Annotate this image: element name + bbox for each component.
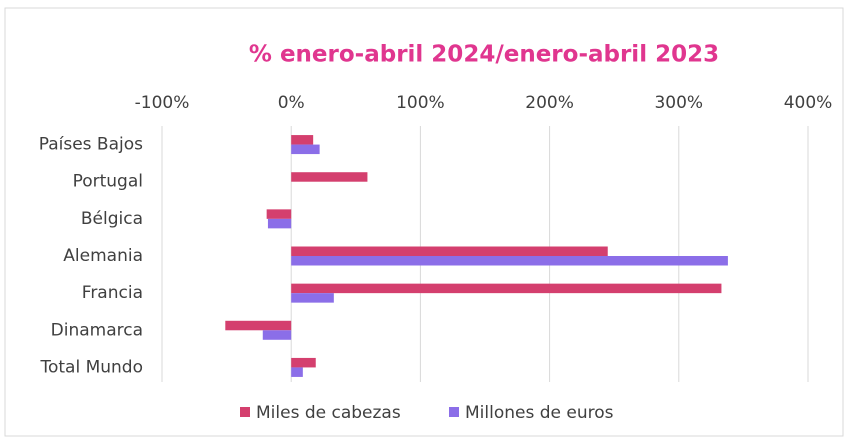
bar (291, 293, 334, 303)
y-tick-label: Alemania (63, 246, 143, 266)
y-tick-label: Portugal (73, 172, 143, 192)
legend-swatch (449, 407, 459, 417)
x-tick-label: 300% (654, 93, 703, 113)
bar (225, 320, 292, 331)
x-tick-label: -100% (135, 93, 190, 113)
x-tick-label: 100% (396, 93, 445, 113)
x-tick-label: 0% (278, 93, 305, 113)
legend-label: Millones de euros (465, 403, 614, 423)
bar (266, 209, 292, 219)
bar (262, 330, 292, 340)
y-tick-label: Total Mundo (39, 357, 143, 377)
y-tick-label: Bélgica (81, 209, 143, 229)
bar (291, 144, 320, 155)
y-tick-label: Países Bajos (39, 135, 143, 155)
x-tick-label: 400% (784, 93, 833, 113)
chart-title: % enero-abril 2024/enero-abril 2023 (249, 42, 719, 68)
chart-frame (4, 7, 844, 437)
bar (291, 357, 316, 368)
bar (291, 256, 728, 266)
x-tick-label: 200% (525, 93, 574, 113)
bar (291, 172, 368, 182)
legend-swatch (240, 407, 250, 417)
y-tick-label: Dinamarca (51, 320, 143, 340)
bar (291, 135, 314, 145)
legend-label: Miles de cabezas (256, 403, 401, 423)
bar (291, 246, 608, 256)
bar (291, 283, 722, 294)
bar (291, 367, 303, 377)
bar (267, 218, 292, 229)
y-tick-label: Francia (82, 283, 143, 303)
